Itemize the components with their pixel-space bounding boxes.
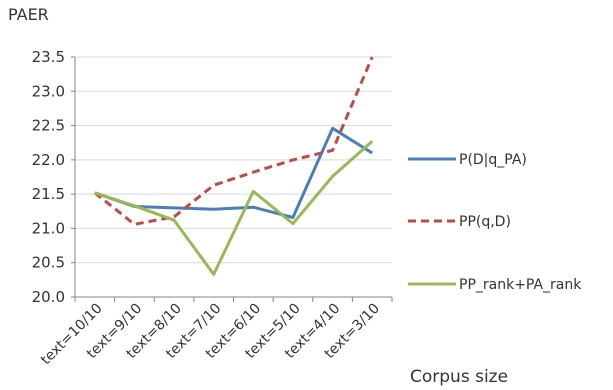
series-line-2 <box>94 140 374 276</box>
legend-label-0: P(D|q_PA) <box>459 152 527 168</box>
legend-label-1: PP(q,D) <box>459 214 511 230</box>
y-tick-labels: 20.0 20.5 21.0 21.5 22.0 22.5 23.0 23.5 <box>32 48 65 306</box>
axes <box>71 56 393 302</box>
legend: P(D|q_PA) PP(q,D) PP_rank+PA_rank <box>408 152 582 293</box>
series-line-1 <box>93 56 374 226</box>
y-axis-title: PAER <box>8 5 49 24</box>
y-tick-label: 20.5 <box>32 254 65 272</box>
y-tick-label: 23.5 <box>32 48 65 66</box>
y-tick-label: 21.0 <box>32 219 65 237</box>
y-tick-label: 20.0 <box>32 288 65 306</box>
legend-label-2: PP_rank+PA_rank <box>459 277 582 293</box>
x-axis-title: Corpus size <box>410 367 508 387</box>
x-tick-labels: text=10/10text=9/10text=8/10text=7/10tex… <box>38 301 383 369</box>
y-tick-label: 22.0 <box>32 151 65 169</box>
gridlines <box>75 56 392 298</box>
y-tick-label: 23.0 <box>32 82 65 100</box>
y-tick-label: 22.5 <box>32 117 65 135</box>
y-tick-label: 21.5 <box>32 185 65 203</box>
series-line-0 <box>94 126 373 219</box>
series-lines <box>93 56 374 276</box>
